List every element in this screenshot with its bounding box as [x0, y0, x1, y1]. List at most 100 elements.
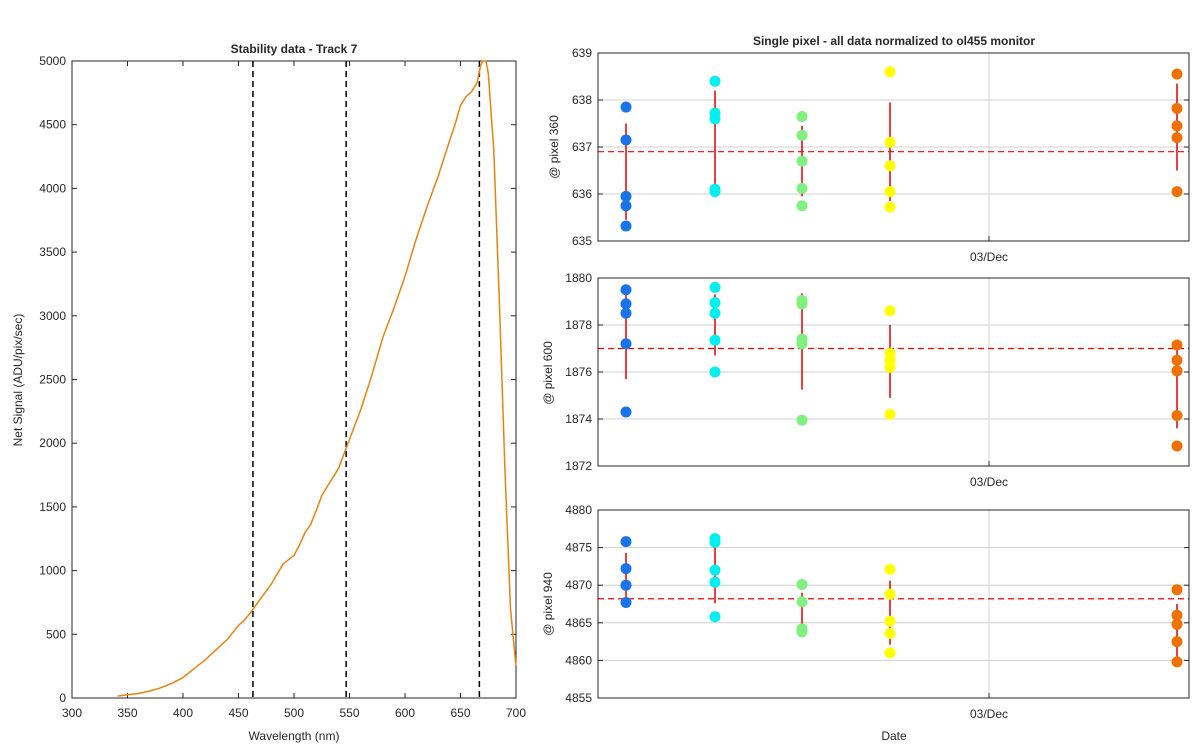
- x-tick-label: 350: [117, 706, 137, 720]
- y-tick-label: 637: [572, 140, 592, 154]
- data-point: [620, 190, 632, 202]
- y-tick-label: 1878: [565, 318, 592, 332]
- data-point: [620, 579, 632, 591]
- data-point: [709, 576, 721, 588]
- data-point: [1171, 618, 1183, 630]
- spectrum-chart-title: Stability data - Track 7: [231, 42, 358, 56]
- data-point: [620, 307, 632, 319]
- spectrum-series-line: [117, 60, 517, 697]
- data-point: [1171, 102, 1183, 114]
- data-point: [884, 408, 896, 420]
- data-point: [709, 564, 721, 576]
- x-tick-label: 550: [339, 706, 359, 720]
- stability-panel-3: 4855 4860 4865 4870 4875 4880 03/Dec: [565, 503, 1190, 721]
- y-tick-label: 4875: [565, 541, 592, 555]
- data-point: [1171, 339, 1183, 351]
- data-point: [884, 186, 896, 198]
- data-point: [1171, 584, 1183, 596]
- y-tick-label: 639: [572, 46, 592, 60]
- data-point: [1171, 440, 1183, 452]
- y-tick-label: 4000: [39, 181, 66, 195]
- y-tick-label: 4880: [565, 503, 592, 517]
- data-point: [796, 182, 808, 194]
- data-point: [620, 298, 632, 310]
- data-point: [884, 361, 896, 373]
- y-tick-label: 4860: [565, 653, 592, 667]
- panel-2-y-axis-label: @ pixel 600: [541, 341, 555, 405]
- x-tick-label: 03/Dec: [970, 250, 1008, 264]
- data-point: [709, 366, 721, 378]
- y-tick-label: 3500: [39, 245, 66, 259]
- data-point: [709, 113, 721, 125]
- y-tick-label: 1500: [39, 500, 66, 514]
- x-tick-label: 700: [506, 706, 526, 720]
- y-tick-label: 5000: [39, 54, 66, 68]
- data-point: [884, 627, 896, 639]
- data-point: [620, 406, 632, 418]
- data-point: [620, 101, 632, 113]
- data-point: [884, 615, 896, 627]
- y-tick-label: 1000: [39, 564, 66, 578]
- data-point: [709, 186, 721, 198]
- data-point: [1171, 409, 1183, 421]
- data-point: [620, 134, 632, 146]
- data-point: [884, 136, 896, 148]
- x-tick-label: 300: [62, 706, 82, 720]
- data-point: [796, 155, 808, 167]
- data-point: [709, 307, 721, 319]
- data-point: [1171, 132, 1183, 144]
- data-point: [1171, 636, 1183, 648]
- x-tick-label: 500: [284, 706, 304, 720]
- data-point: [709, 75, 721, 87]
- y-tick-label: 636: [572, 187, 592, 201]
- y-tick-label: 2000: [39, 436, 66, 450]
- data-point: [620, 200, 632, 212]
- y-tick-label: 3000: [39, 309, 66, 323]
- data-point: [884, 563, 896, 575]
- data-point: [620, 220, 632, 232]
- y-tick-label: 638: [572, 93, 592, 107]
- data-point: [620, 338, 632, 350]
- x-tick-label: 600: [395, 706, 415, 720]
- data-point: [709, 536, 721, 548]
- data-point: [796, 596, 808, 608]
- panel-3-x-axis-label: Date: [881, 729, 907, 743]
- x-tick-label: 03/Dec: [970, 707, 1008, 721]
- x-tick-label: 03/Dec: [970, 475, 1008, 489]
- data-point: [884, 160, 896, 172]
- data-point: [1171, 120, 1183, 132]
- data-point: [1171, 68, 1183, 80]
- data-point: [1171, 609, 1183, 621]
- data-point: [884, 201, 896, 213]
- data-point: [620, 284, 632, 296]
- spectrum-x-axis-label: Wavelength (nm): [249, 729, 340, 743]
- stability-panel-2: 1872 1874 1876 1878 1880 03/Dec: [565, 271, 1190, 489]
- data-point: [796, 298, 808, 310]
- y-tick-label: 4865: [565, 616, 592, 630]
- stability-panel-1: 635 636 637 638 639 03/Dec: [572, 46, 1190, 264]
- y-tick-label: 500: [46, 627, 66, 641]
- data-point: [796, 129, 808, 141]
- data-point: [1171, 365, 1183, 377]
- data-point: [1171, 354, 1183, 366]
- y-tick-label: 1876: [565, 365, 592, 379]
- data-point: [1171, 186, 1183, 198]
- y-tick-label: 4500: [39, 118, 66, 132]
- panel-plot-area: [598, 510, 1189, 698]
- panel-3-y-axis-label: @ pixel 940: [541, 572, 555, 636]
- y-tick-label: 0: [59, 691, 66, 705]
- data-point: [620, 536, 632, 548]
- data-point: [796, 200, 808, 212]
- data-point: [884, 66, 896, 78]
- x-tick-label: 650: [450, 706, 470, 720]
- y-tick-label: 4870: [565, 578, 592, 592]
- y-tick-label: 1874: [565, 412, 592, 426]
- spectrum-chart: Stability data - Track 7 Wavelength (nm)…: [11, 42, 526, 743]
- data-point: [796, 578, 808, 590]
- stability-chart-title: Single pixel - all data normalized to ol…: [753, 34, 1035, 48]
- data-point: [709, 297, 721, 309]
- y-tick-label: 1880: [565, 271, 592, 285]
- data-point: [709, 281, 721, 293]
- y-tick-label: 635: [572, 234, 592, 248]
- y-tick-label: 2500: [39, 373, 66, 387]
